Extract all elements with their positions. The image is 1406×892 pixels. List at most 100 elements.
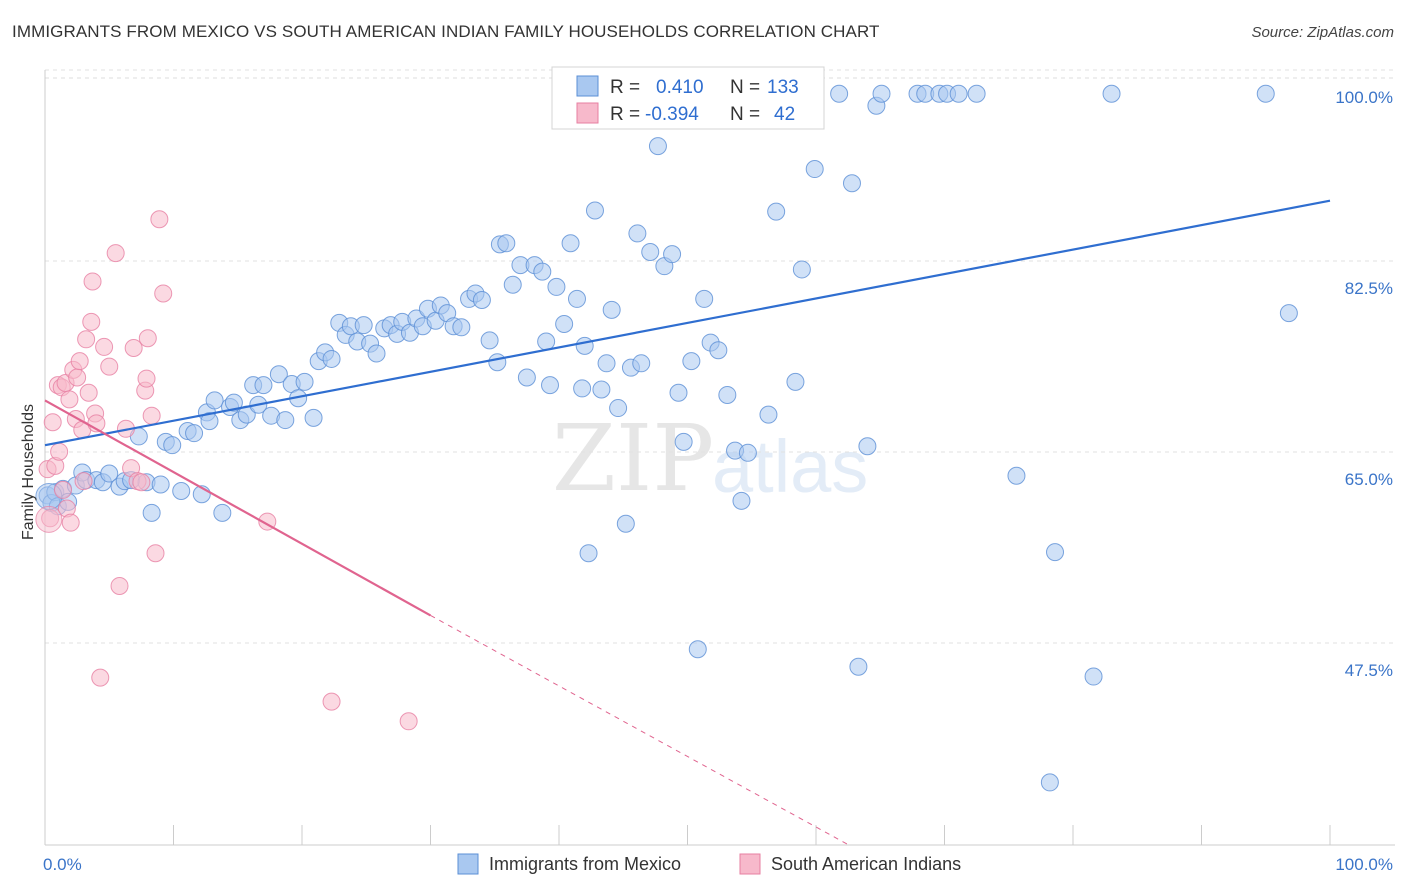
y-tick-label: 65.0%: [1345, 470, 1393, 489]
data-point: [547, 277, 566, 296]
data-point: [842, 174, 861, 193]
data-point: [82, 312, 101, 331]
data-point: [616, 514, 635, 533]
data-point: [452, 318, 471, 337]
data-point: [95, 337, 114, 356]
zipatlas-watermark: ZIP atlas: [552, 405, 868, 512]
data-point: [628, 224, 647, 243]
data-point: [786, 372, 805, 391]
watermark-zip: ZIP: [552, 405, 714, 512]
x-tick-label: 100.0%: [1335, 855, 1393, 874]
data-point: [154, 284, 173, 303]
data-point: [224, 393, 243, 412]
legend-swatch-pink: [576, 102, 599, 124]
data-point: [1046, 543, 1065, 562]
data-point: [43, 413, 62, 432]
series-legend: Immigrants from Mexico South American In…: [457, 853, 961, 875]
data-point: [718, 385, 737, 404]
data-point: [575, 336, 594, 355]
data-point: [200, 412, 219, 431]
data-point: [738, 443, 757, 462]
data-point: [1256, 84, 1275, 103]
data-point: [1279, 304, 1298, 323]
y-tick-label: 47.5%: [1345, 661, 1393, 680]
data-point: [488, 353, 507, 372]
legend-n-value-blue: 133: [767, 77, 799, 98]
legend-n-value-pink: 42: [774, 104, 795, 125]
data-point: [399, 712, 418, 731]
data-point: [70, 352, 89, 371]
data-point: [269, 365, 288, 384]
data-point: [74, 472, 93, 491]
data-point: [872, 84, 891, 103]
data-point: [858, 437, 877, 456]
data-point: [1007, 466, 1026, 485]
legend-n-label: N =: [730, 77, 760, 98]
data-point: [322, 692, 341, 711]
data-point: [1040, 773, 1059, 792]
data-point: [91, 668, 110, 687]
bottom-legend-label-south-american-indians: South American Indians: [771, 854, 961, 874]
bottom-legend-swatch-blue: [457, 853, 479, 875]
data-point: [295, 372, 314, 391]
data-point: [805, 160, 824, 179]
data-point: [137, 369, 156, 388]
data-point: [517, 368, 536, 387]
series-immigrants-from-mexico: [35, 84, 1298, 792]
data-point: [106, 244, 125, 263]
data-point: [163, 436, 182, 455]
data-point: [254, 376, 273, 395]
y-axis-label: Family Households: [20, 404, 37, 540]
y-tick-label: 82.5%: [1345, 279, 1393, 298]
data-point: [1102, 84, 1121, 103]
data-point: [151, 475, 170, 494]
trend-line-immigrants-from-mexico: [44, 199, 1331, 447]
legend-r-value-blue: 0.410: [656, 77, 704, 98]
data-point: [138, 329, 157, 348]
data-point: [849, 657, 868, 676]
bottom-legend-label-mexico: Immigrants from Mexico: [489, 854, 681, 874]
data-point: [50, 442, 69, 461]
data-point: [732, 491, 751, 510]
data-point: [60, 390, 79, 409]
legend-swatch-blue: [576, 75, 599, 97]
data-point: [61, 513, 80, 532]
data-point: [77, 330, 96, 349]
data-point: [83, 272, 102, 291]
data-point: [533, 262, 552, 281]
data-point: [100, 464, 119, 483]
data-point: [354, 316, 373, 335]
data-point: [1084, 667, 1103, 686]
data-point: [555, 315, 574, 334]
data-point: [709, 341, 728, 360]
data-point: [205, 391, 224, 410]
data-point: [537, 332, 556, 351]
y-tick-label: 100.0%: [1335, 88, 1393, 107]
data-point: [497, 234, 516, 253]
data-point: [213, 503, 232, 522]
data-point: [648, 137, 667, 156]
data-point: [573, 379, 592, 398]
y-tick-labels: 100.0% 82.5% 65.0% 47.5%: [1335, 88, 1393, 680]
data-point: [53, 480, 72, 499]
data-point: [663, 245, 682, 264]
data-point: [585, 201, 604, 220]
x-tick-label: 0.0%: [43, 855, 82, 874]
trend-line-extension-south-american-indians: [430, 614, 849, 846]
data-point: [579, 544, 598, 563]
data-point: [185, 424, 204, 443]
data-point: [150, 210, 169, 229]
data-point: [503, 275, 522, 294]
data-point: [100, 357, 119, 376]
data-point: [602, 300, 621, 319]
trend-line-south-american-indians: [44, 399, 432, 617]
bottom-legend-swatch-pink: [739, 853, 761, 875]
data-point: [124, 339, 143, 358]
data-point: [322, 349, 341, 368]
source-credit: Source: ZipAtlas.com: [1251, 24, 1394, 41]
data-point: [142, 406, 161, 425]
data-point: [35, 505, 63, 533]
data-point: [641, 242, 660, 261]
legend-r-value-pink: -0.394: [645, 104, 699, 125]
